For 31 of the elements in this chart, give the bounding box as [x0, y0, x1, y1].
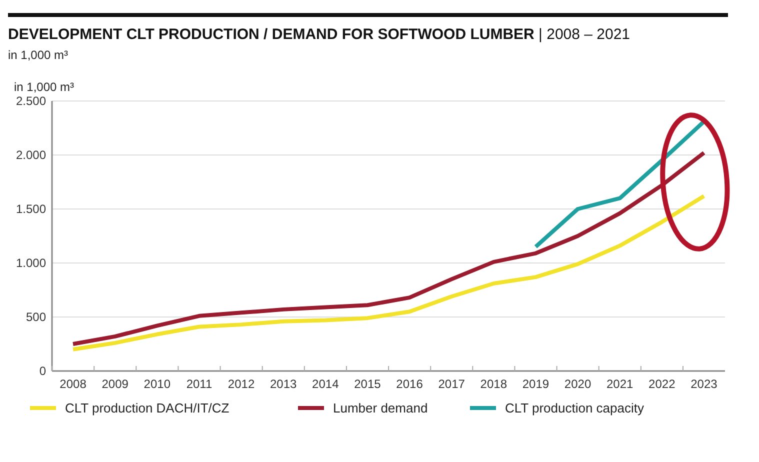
- y-axis-title: in 1,000 m³: [14, 80, 74, 94]
- x-tick-label: 2022: [648, 377, 676, 391]
- x-tick-label: 2009: [102, 377, 129, 391]
- chart-title: DEVELOPMENT CLT PRODUCTION / DEMAND FOR SOFTWOOD LUMBER | 2008 – 2021: [8, 26, 630, 43]
- legend-label: CLT production DACH/IT/CZ: [65, 400, 230, 416]
- x-tick-label: 2020: [564, 377, 592, 391]
- x-tick-label: 2021: [606, 377, 634, 391]
- chart-subtitle: in 1,000 m³: [8, 48, 68, 62]
- legend-label: Lumber demand: [333, 400, 428, 416]
- x-tick-label: 2015: [354, 377, 382, 391]
- line-series: [71, 150, 706, 346]
- x-tick-label: 2012: [228, 377, 255, 391]
- legend-label: CLT production capacity: [505, 400, 644, 416]
- x-tick-label: 2008: [60, 377, 87, 391]
- x-tick-label: 2011: [186, 377, 212, 391]
- line-series: [534, 120, 706, 249]
- x-tick-label: 2010: [144, 377, 171, 391]
- y-tick-label: 2.500: [16, 94, 46, 108]
- x-tick-label: 2013: [270, 377, 298, 391]
- y-tick-label: 1.500: [16, 202, 46, 216]
- y-tick-label: 0: [39, 364, 46, 378]
- y-tick-label: 1.000: [16, 256, 46, 270]
- x-tick-label: 2017: [438, 377, 466, 391]
- x-tick-label: 2016: [396, 377, 424, 391]
- y-tick-label: 2.000: [16, 148, 46, 162]
- y-tick-label: 500: [26, 310, 46, 324]
- line-series: [71, 194, 706, 352]
- x-tick-label: 2023: [690, 377, 718, 391]
- x-tick-label: 2018: [480, 377, 508, 391]
- x-tick-label: 2019: [522, 377, 550, 391]
- x-tick-label: 2014: [312, 377, 340, 391]
